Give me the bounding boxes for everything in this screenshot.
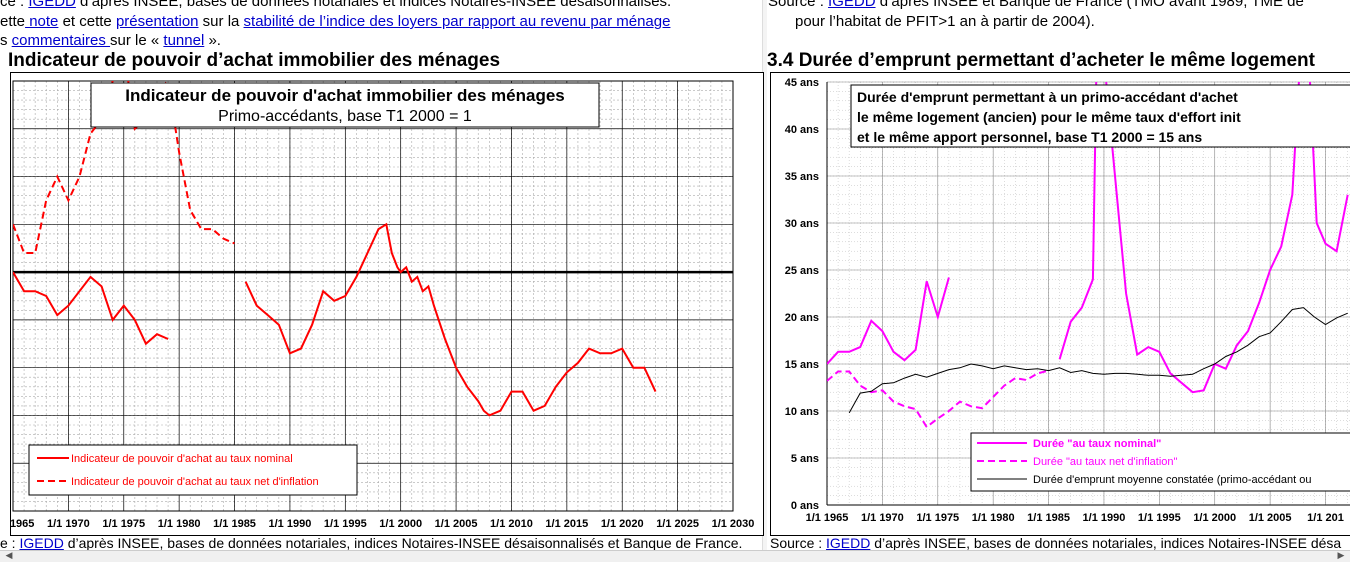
igedd-link-bottom-right[interactable]: IGEDD: [826, 535, 871, 551]
right-heading: 3.4 Durée d’emprunt permettant d’acheter…: [767, 50, 1315, 71]
text-fragment: et cette: [58, 13, 116, 30]
igedd-link-right[interactable]: IGEDD: [828, 0, 876, 10]
series-line-nominal: [244, 222, 657, 417]
chart-purchasing-power: 1/1 1965 1/1 1970 1/1 1975 1/1 1980 1/1 1985…: [0, 72, 764, 536]
legend-label: Durée d'emprunt moyenne constatée (primo…: [1033, 474, 1311, 486]
chart-loan-duration: 0 ans 5 ans 10 ans 15 ans 20 ans 25 ans 30 ans…: [770, 72, 1350, 536]
horizontal-scrollbar[interactable]: [0, 550, 1350, 562]
x-tick-label: 1/1 1970: [861, 512, 904, 524]
series-line-net-inflation: [13, 81, 114, 254]
text-fragment: d’après INSEE et Banque de France (TMO a…: [875, 0, 1304, 10]
chart-title-line: le même logement (ancien) pour le même t…: [857, 109, 1241, 125]
series-line-nominal: [1105, 82, 1300, 394]
left-source-bottom: e : IGEDD d’après INSEE, bases de donnée…: [0, 533, 742, 553]
text-fragment: ».: [204, 32, 221, 49]
y-tick-label: 0 ans: [791, 500, 819, 512]
x-tick-label: 1/1 1995: [1138, 512, 1181, 524]
y-tick-label: 35 ans: [785, 171, 819, 183]
chart-legend: [970, 432, 1350, 492]
legend-label: Durée "au taux nominal": [1033, 438, 1161, 450]
left-source-prefix: ce :: [0, 0, 29, 10]
left-links-line: ette note et cette présentation sur la s…: [0, 12, 670, 32]
x-tick-label: 1/1 1970: [47, 518, 90, 530]
tunnel-link[interactable]: tunnel: [163, 32, 205, 49]
x-tick-label: 1/1 2000: [1193, 512, 1236, 524]
left-comments-line: s commentaires sur le « tunnel ».: [0, 31, 221, 51]
x-tick-label: 1/1 2015: [545, 518, 588, 530]
text-fragment: d’après INSEE, bases de données notarial…: [870, 535, 1342, 551]
chart-title-line: et le même apport personnel, base T1 200…: [857, 129, 1202, 145]
right-source-top: Source : IGEDD d’après INSEE et Banque d…: [768, 0, 1304, 12]
y-tick-label: 30 ans: [785, 218, 819, 230]
y-tick-label: 15 ans: [785, 359, 819, 371]
note-link[interactable]: note: [25, 13, 59, 30]
series-line-net-inflation: [827, 369, 1049, 429]
text-fragment: d’après INSEE, bases de données notarial…: [63, 535, 743, 551]
chart-title: Indicateur de pouvoir d'achat immobilier…: [125, 86, 565, 105]
x-tick-label: 1/1 2000: [379, 518, 422, 530]
chart-title-line: Durée d'emprunt permettant à un primo-ac…: [857, 89, 1238, 105]
legend-label: Indicateur de pouvoir d'achat au taux ne…: [71, 476, 319, 488]
x-tick-label: 1/1 2005: [435, 518, 478, 530]
x-tick-label: 1/1 1980: [158, 518, 201, 530]
text-fragment: sur le «: [110, 32, 164, 49]
right-source-line2: pour l’habitat de PFIT>1 an à partir de …: [795, 13, 1095, 30]
scroll-right-icon[interactable]: ▶: [1337, 550, 1345, 560]
x-tick-label: 1/1 1975: [102, 518, 145, 530]
chart-subtitle: Primo-accédants, base T1 2000 = 1: [218, 108, 472, 125]
left-source-rest: d’après INSEE, bases de données notarial…: [75, 0, 672, 10]
y-tick-label: 5 ans: [791, 453, 819, 465]
x-tick-label: 1/1 201: [1307, 512, 1344, 524]
legend-label: Indicateur de pouvoir d'achat au taux no…: [71, 453, 293, 465]
chart-loan-duration-svg: 0 ans 5 ans 10 ans 15 ans 20 ans 25 ans 30 ans…: [785, 77, 1350, 524]
comments-link[interactable]: commentaires: [11, 32, 111, 49]
x-tick-label: 1/1 1995: [324, 518, 367, 530]
x-tick-label: 1/1 1990: [269, 518, 312, 530]
plot-area: [12, 80, 734, 512]
series-line-nominal: [827, 277, 950, 365]
igedd-link[interactable]: IGEDD: [28, 0, 76, 10]
text-fragment: sur la: [198, 13, 244, 30]
series-line-observed: [848, 307, 1348, 414]
igedd-link-bottom[interactable]: IGEDD: [19, 535, 64, 551]
left-heading: Indicateur de pouvoir d’achat immobilier…: [8, 50, 501, 71]
chart-title-box: [850, 84, 1350, 148]
x-tick-label: 1/1 2030: [712, 518, 755, 530]
y-tick-label: 20 ans: [785, 312, 819, 324]
text-fragment: s: [0, 32, 12, 49]
y-tick-label: 25 ans: [785, 265, 819, 277]
stability-link[interactable]: stabilité de l’indice des loyers par rap…: [243, 13, 671, 30]
x-tick-label: 1/1 1980: [972, 512, 1015, 524]
series-line-nominal: [1058, 82, 1098, 360]
text-fragment: e :: [0, 535, 20, 551]
x-tick-label: 1/1 2010: [490, 518, 533, 530]
x-tick-label: 1/1 1975: [916, 512, 959, 524]
x-tick-label: 1/1 1985: [213, 518, 256, 530]
y-tick-label: 40 ans: [785, 124, 819, 136]
x-tick-label: 1/1 1990: [1083, 512, 1126, 524]
legend-label: Durée "au taux net d'inflation": [1033, 456, 1178, 468]
presentation-link[interactable]: présentation: [115, 13, 199, 30]
series-line-nominal: [1309, 82, 1349, 253]
text-fragment: Source :: [768, 0, 829, 10]
x-tick-label: 1/1 1985: [1027, 512, 1070, 524]
x-tick-label: 1/1 2020: [601, 518, 644, 530]
text-fragment: ette: [0, 13, 26, 30]
chart-legend: [28, 444, 358, 496]
right-source-bottom: Source : IGEDD d’après INSEE, bases de d…: [770, 533, 1341, 553]
y-tick-label: 10 ans: [785, 406, 819, 418]
left-source-top: ce : IGEDD d’après INSEE, bases de donné…: [0, 0, 671, 12]
text-fragment: Source :: [770, 535, 827, 551]
x-tick-label: 1/1 1965: [806, 512, 849, 524]
x-tick-label: 1/1 2025: [656, 518, 699, 530]
y-tick-label: 45 ans: [785, 77, 819, 89]
x-tick-label: 1/1 1965: [11, 518, 34, 530]
chart-purchasing-power-svg: 1/1 1965 1/1 1970 1/1 1975 1/1 1980 1/1 1985…: [0, 80, 755, 530]
scroll-left-icon[interactable]: ◀: [5, 550, 13, 560]
series-line-nominal: [13, 271, 169, 346]
chart-title-box: [90, 82, 600, 128]
x-tick-label: 1/1 2005: [1249, 512, 1292, 524]
